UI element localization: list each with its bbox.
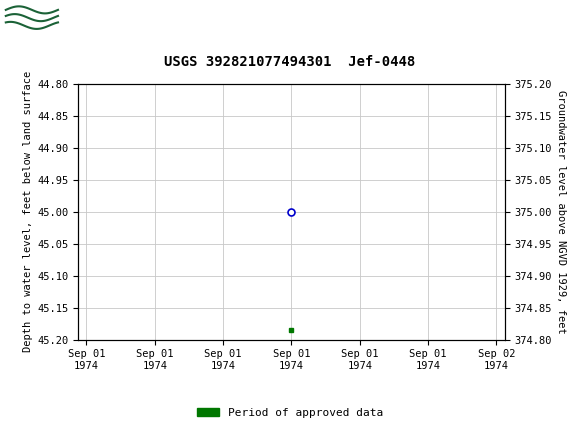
Legend: Period of approved data: Period of approved data: [193, 403, 387, 422]
Bar: [5, 3, 60, 32]
Text: USGS: USGS: [67, 6, 144, 30]
Y-axis label: Groundwater level above NGVD 1929, feet: Groundwater level above NGVD 1929, feet: [556, 90, 566, 334]
Y-axis label: Depth to water level, feet below land surface: Depth to water level, feet below land su…: [23, 71, 33, 353]
Text: USGS 392821077494301  Jef-0448: USGS 392821077494301 Jef-0448: [164, 55, 416, 69]
